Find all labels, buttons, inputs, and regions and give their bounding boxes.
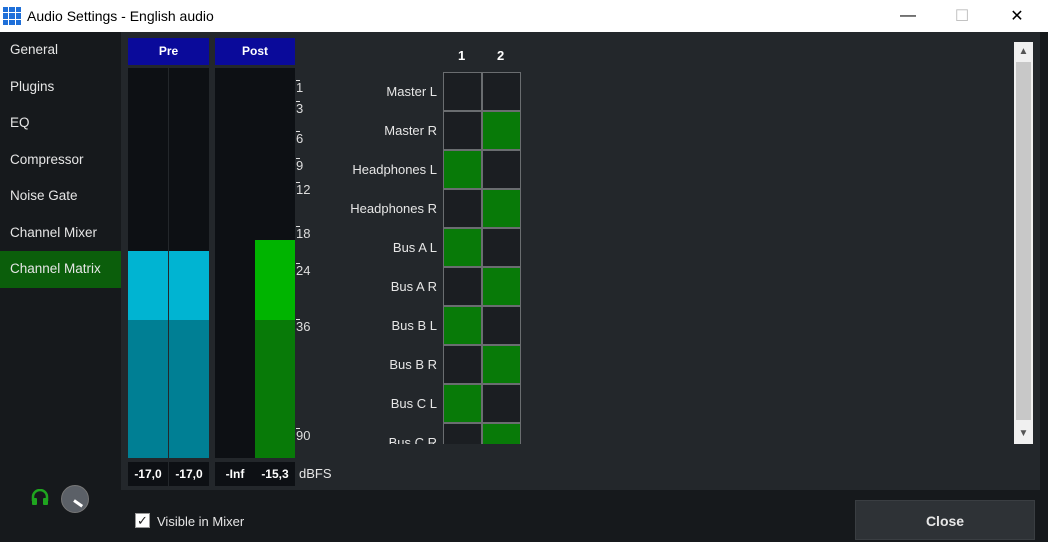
matrix-cell[interactable] <box>482 228 521 267</box>
sidebar-item-channel-mixer[interactable]: Channel Mixer <box>10 224 98 240</box>
matrix-row-label: Bus B R <box>389 357 437 372</box>
scroll-up-icon[interactable]: ▲ <box>1018 46 1029 57</box>
matrix-row-label: Headphones R <box>350 201 437 216</box>
window-title: Audio Settings - English audio <box>27 8 214 24</box>
scale-tick: 36 <box>296 319 311 334</box>
matrix-cell[interactable] <box>482 384 521 423</box>
post-header: Post <box>215 38 295 65</box>
scale-tick: 9 <box>296 158 304 173</box>
maximize-button[interactable]: ☐ <box>954 8 970 25</box>
meter-value: -17,0 <box>169 462 209 486</box>
sidebar-item-general[interactable]: General <box>10 42 59 57</box>
level-meter <box>215 68 255 458</box>
matrix-row-label: Master L <box>386 84 437 99</box>
scale-tick: 3 <box>296 101 304 116</box>
meter-fill <box>169 320 209 458</box>
close-button[interactable]: Close <box>855 500 1035 540</box>
volume-knob-icon[interactable] <box>61 485 89 513</box>
matrix-cell[interactable] <box>482 111 521 150</box>
matrix-cell[interactable] <box>443 72 482 111</box>
scale-tick: 1 <box>296 80 304 95</box>
app-icon <box>3 7 21 25</box>
meter-fill <box>128 320 168 458</box>
meter-fill <box>255 320 295 458</box>
matrix-cell[interactable] <box>482 267 521 306</box>
matrix-row-label: Headphones L <box>352 162 437 177</box>
matrix-row-label: Master R <box>384 123 437 138</box>
headphones-icon[interactable] <box>31 488 49 505</box>
matrix-cell[interactable] <box>443 111 482 150</box>
channel-matrix-panel: Pre Post dBFS ▲ ▼ 1 2 Master L Master R Head… <box>121 32 1040 490</box>
visible-in-mixer-checkbox[interactable]: ✓ <box>135 513 150 528</box>
matrix-cell[interactable] <box>443 423 482 444</box>
level-meter <box>128 68 168 458</box>
scale-tick: 18 <box>296 226 311 241</box>
scale-tick: 6 <box>296 131 304 146</box>
matrix-cell[interactable] <box>443 267 482 306</box>
matrix-column-header: 1 <box>458 48 466 63</box>
matrix-row-label: Bus C R <box>388 435 437 444</box>
pre-header: Pre <box>128 38 209 65</box>
sidebar-item-plugins[interactable]: Plugins <box>10 78 55 94</box>
level-meter <box>169 68 209 458</box>
scroll-thumb[interactable] <box>1016 62 1031 420</box>
matrix-cell[interactable] <box>482 306 521 345</box>
matrix-cell[interactable] <box>443 345 482 384</box>
meter-value: -Inf <box>215 462 255 486</box>
scroll-down-icon[interactable]: ▼ <box>1018 428 1029 439</box>
sidebar: General Plugins EQ Compressor Noise Gate Chan… <box>0 32 121 490</box>
meter-value: -15,3 <box>255 462 295 486</box>
matrix-cell[interactable] <box>482 150 521 189</box>
matrix-column-header: 2 <box>497 48 505 63</box>
level-meter <box>255 68 295 458</box>
meter-peak-fill <box>255 239 295 320</box>
matrix-cell[interactable] <box>482 345 521 384</box>
close-window-button[interactable]: ✕ <box>1010 8 1024 25</box>
matrix-row-label: Bus A L <box>392 240 437 255</box>
sidebar-item-noise-gate[interactable]: Noise Gate <box>10 188 78 203</box>
scrollbar[interactable]: ▲ ▼ <box>1014 42 1033 444</box>
scale-tick: 90 <box>296 428 311 443</box>
meter-peak-fill <box>169 251 209 320</box>
matrix-cell[interactable] <box>482 423 521 444</box>
matrix-cell[interactable] <box>443 189 482 228</box>
meter-value: -17,0 <box>128 462 168 486</box>
matrix-cell[interactable] <box>443 306 482 345</box>
routing-matrix: 1 2 Master L Master R Headphones L Headphones… <box>121 32 541 444</box>
visible-in-mixer-label[interactable]: Visible in Mixer <box>157 514 245 529</box>
matrix-cell[interactable] <box>482 72 521 111</box>
meter-peak-fill <box>128 251 168 320</box>
minimize-button[interactable]: — <box>900 7 916 24</box>
matrix-cell[interactable] <box>443 228 482 267</box>
scale-tick: 24 <box>296 263 311 278</box>
title-bar: Audio Settings - English audio — ☐ ✕ <box>0 0 1048 32</box>
unit-label: dBFS <box>299 466 332 481</box>
matrix-cell[interactable] <box>443 384 482 423</box>
matrix-row-label: Bus C L <box>390 396 437 411</box>
matrix-row-label: Bus B L <box>391 318 437 333</box>
matrix-row-label: Bus A R <box>390 279 437 294</box>
scale-tick: 12 <box>296 182 311 197</box>
sidebar-item-channel-matrix[interactable]: Channel Matrix <box>0 251 121 288</box>
sidebar-item-eq[interactable]: EQ <box>10 115 30 130</box>
matrix-cell[interactable] <box>443 150 482 189</box>
sidebar-item-compressor[interactable]: Compressor <box>10 151 84 167</box>
matrix-cell[interactable] <box>482 189 521 228</box>
